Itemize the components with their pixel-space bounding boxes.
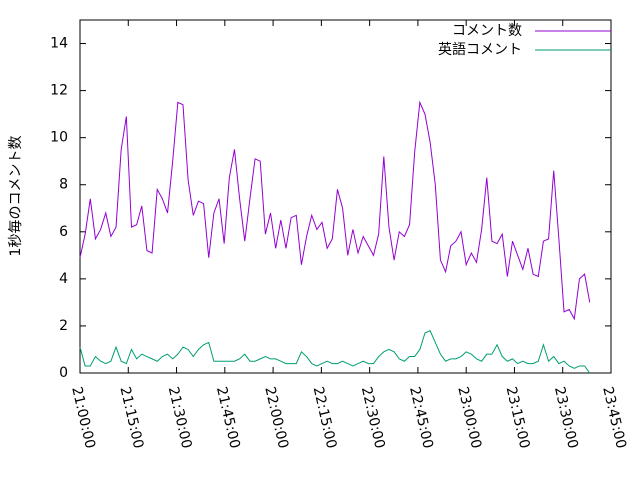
x-tick-label: 23:30:00 <box>551 385 581 450</box>
x-tick-label: 23:45:00 <box>599 385 629 450</box>
plot-frame <box>79 19 612 374</box>
x-tick-label: 21:45:00 <box>213 385 243 450</box>
legend-label: 英語コメント <box>438 41 522 58</box>
x-tick-label: 23:15:00 <box>503 385 533 450</box>
y-tick-label: 4 <box>59 271 68 287</box>
y-tick-label: 8 <box>59 177 68 193</box>
y-tick-label: 6 <box>59 224 68 240</box>
y-tick-label: 0 <box>59 365 68 381</box>
x-tick-label: 21:00:00 <box>68 385 98 450</box>
y-tick-label: 14 <box>50 36 68 52</box>
y-axis-label: 1秒毎のコメント数 <box>8 136 24 257</box>
x-tick-label: 21:15:00 <box>116 385 146 450</box>
x-tick-label: 22:30:00 <box>358 385 388 450</box>
x-tick-label: 21:30:00 <box>165 385 195 450</box>
x-tick-label: 22:45:00 <box>406 385 436 450</box>
x-tick-label: 22:00:00 <box>261 385 291 450</box>
y-tick-label: 2 <box>59 318 68 334</box>
data-line <box>79 100 591 321</box>
x-tick-label: 22:15:00 <box>310 385 340 450</box>
legend-label: コメント数 <box>452 23 522 39</box>
data-line <box>79 329 591 374</box>
y-tick-label: 12 <box>50 83 68 99</box>
x-tick-label: 23:00:00 <box>454 385 484 450</box>
y-tick-label: 10 <box>50 130 68 146</box>
